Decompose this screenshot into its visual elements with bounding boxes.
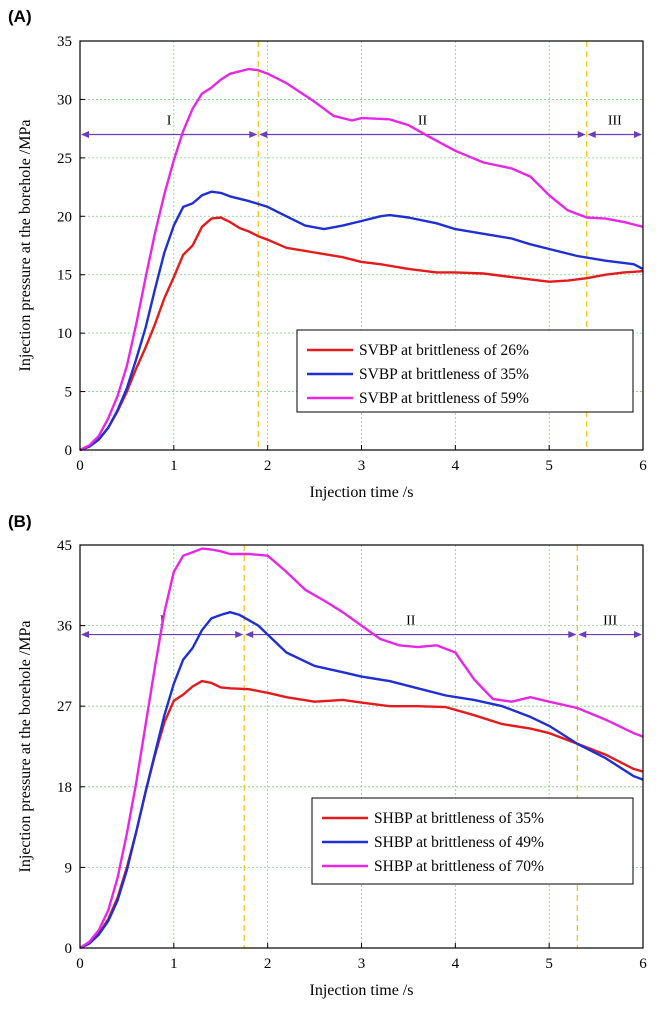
stage-arrowhead-left <box>81 130 89 138</box>
stage-arrowhead-right <box>235 631 244 639</box>
stage-label: III <box>608 113 622 128</box>
legend-label: SHBP at brittleness of 70% <box>374 858 544 875</box>
y-tick-label: 0 <box>65 941 73 957</box>
panel-a-label: (A) <box>8 7 32 26</box>
stage-label: II <box>406 614 416 629</box>
y-tick-label: 10 <box>57 326 72 342</box>
y-tick-label: 30 <box>57 92 72 108</box>
x-tick-label: 3 <box>358 956 366 972</box>
x-tick-label: 3 <box>358 458 366 474</box>
panel-b-label: (B) <box>8 512 32 531</box>
stage-label: I <box>167 113 172 128</box>
stage-arrowhead-right <box>634 631 642 639</box>
stage-label: II <box>418 113 428 128</box>
stage-arrowhead-right <box>249 130 258 138</box>
y-axis-title: Injection pressure at the borehole /MPa <box>17 120 34 372</box>
y-tick-label: 25 <box>57 151 72 167</box>
series-line-2 <box>79 611 644 950</box>
x-tick-label: 6 <box>639 956 647 972</box>
x-tick-label: 6 <box>639 458 647 474</box>
series-line-3 <box>79 547 644 949</box>
y-tick-label: 20 <box>57 209 72 225</box>
stage-arrowhead-right <box>568 631 577 639</box>
x-tick-label: 2 <box>264 458 272 474</box>
x-tick-label: 0 <box>76 956 84 972</box>
x-tick-label: 4 <box>452 956 460 972</box>
stage-arrowhead-left <box>81 631 89 639</box>
y-axis-title: Injection pressure at the borehole /MPa <box>17 621 34 873</box>
y-tick-label: 15 <box>57 268 72 284</box>
y-tick-label: 0 <box>65 443 73 459</box>
stage-arrowhead-left <box>587 130 596 138</box>
x-axis-title: Injection time /s <box>310 982 414 999</box>
series-line-2 <box>79 190 644 452</box>
legend-label: SVBP at brittleness of 59% <box>359 390 529 407</box>
legend-label: SHBP at brittleness of 35% <box>374 810 544 827</box>
y-tick-label: 27 <box>57 699 73 715</box>
x-tick-label: 5 <box>545 458 553 474</box>
x-tick-label: 1 <box>170 458 178 474</box>
y-tick-label: 45 <box>57 538 72 554</box>
x-tick-label: 4 <box>452 458 460 474</box>
stage-arrowhead-right <box>577 130 586 138</box>
stage-arrowhead-left <box>259 130 268 138</box>
stage-arrowhead-left <box>245 631 254 639</box>
x-tick-label: 2 <box>264 956 272 972</box>
x-tick-label: 5 <box>545 956 553 972</box>
x-axis-title: Injection time /s <box>310 484 414 501</box>
y-tick-label: 9 <box>65 860 73 876</box>
x-tick-label: 0 <box>76 458 84 474</box>
y-tick-label: 5 <box>65 385 73 401</box>
stage-arrowhead-right <box>634 130 642 138</box>
legend-label: SHBP at brittleness of 49% <box>374 834 544 851</box>
series-line-3 <box>79 67 644 452</box>
y-tick-label: 35 <box>57 34 72 50</box>
legend-label: SVBP at brittleness of 35% <box>359 366 529 383</box>
y-tick-label: 36 <box>57 619 73 635</box>
y-tick-label: 18 <box>57 780 72 796</box>
stage-label: III <box>603 614 617 629</box>
stage-arrowhead-left <box>578 631 587 639</box>
series-line-1 <box>79 216 644 452</box>
legend-label: SVBP at brittleness of 26% <box>359 342 529 359</box>
x-tick-label: 1 <box>170 956 178 972</box>
